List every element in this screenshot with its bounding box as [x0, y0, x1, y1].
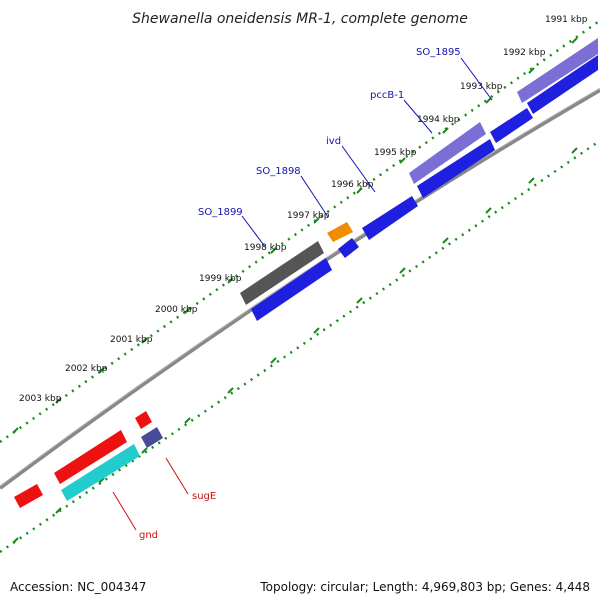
tick-label: 2001 kbp: [110, 335, 153, 345]
gene-so1899[interactable]: [240, 241, 324, 305]
gene-small-blue[interactable]: [338, 238, 359, 258]
gene-ivd[interactable]: [362, 196, 418, 240]
inner-tick-marks: [12, 147, 578, 544]
map-title: Shewanella oneidensis MR-1, complete gen…: [132, 11, 468, 27]
gene-blue-2[interactable]: [490, 108, 533, 143]
tick-label: 1998 kbp: [244, 243, 287, 253]
gene-so1898[interactable]: [327, 222, 353, 242]
gene-label-sugE[interactable]: sugE: [192, 491, 216, 502]
inner-dotted-track: [0, 140, 599, 554]
gene-blue-3[interactable]: [417, 139, 495, 198]
gene-label-pccB-1[interactable]: pccB-1: [370, 90, 404, 101]
gene-label-so1899[interactable]: SO_1899: [198, 207, 243, 218]
gene-navy-small[interactable]: [141, 427, 163, 448]
tick-label: 2002 kbp: [65, 364, 108, 374]
gene-labels: SO_1895 pccB-1 ivd SO_1898 SO_1899 sugE …: [112, 47, 493, 541]
gene-so1895[interactable]: [517, 38, 598, 103]
tick-label: 1995 kbp: [374, 148, 417, 158]
gene-label-ivd[interactable]: ivd: [326, 136, 341, 147]
tick-label: 1994 kbp: [417, 115, 460, 125]
gene-red-large[interactable]: [54, 430, 127, 484]
gene-blue-lower[interactable]: [251, 258, 332, 321]
outer-dotted-track: [0, 20, 599, 444]
tick-label: 1997 kbp: [287, 211, 330, 221]
accession-text: Accession: NC_004347: [10, 580, 147, 594]
gene-label-so1898[interactable]: SO_1898: [256, 166, 301, 177]
tick-label: 2000 kbp: [155, 305, 198, 315]
tick-label: 1996 kbp: [331, 180, 374, 190]
gene-track: [14, 38, 598, 508]
gene-red-small[interactable]: [135, 411, 152, 429]
tick-label: 1991 kbp: [545, 15, 588, 25]
gene-red-left[interactable]: [14, 484, 43, 508]
outer-tick-marks: [12, 37, 578, 434]
genome-summary-text: Topology: circular; Length: 4,969,803 bp…: [260, 580, 590, 594]
gene-blue-1[interactable]: [527, 55, 598, 114]
tick-label: 2003 kbp: [19, 394, 62, 404]
gene-pccB-1[interactable]: [409, 122, 486, 184]
gene-label-gnd[interactable]: gnd: [139, 530, 158, 541]
tick-labels: 1991 kbp 1992 kbp 1993 kbp 1994 kbp 1995…: [19, 15, 588, 404]
tick-label: 1999 kbp: [199, 274, 242, 284]
gene-cyan[interactable]: [61, 444, 140, 501]
gene-label-so1895[interactable]: SO_1895: [416, 47, 461, 58]
tick-label: 1992 kbp: [503, 48, 546, 58]
tick-label: 1993 kbp: [460, 82, 503, 92]
